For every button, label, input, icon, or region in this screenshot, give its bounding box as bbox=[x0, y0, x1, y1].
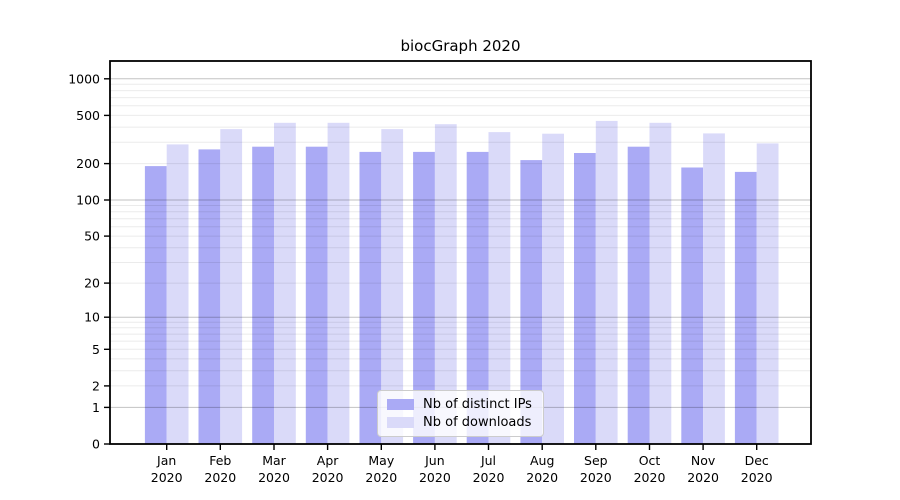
x-tick-label-month-feb: Feb bbox=[209, 453, 231, 468]
x-tick-label-month-oct: Oct bbox=[639, 453, 661, 468]
bar-nb-of-distinct-ips-apr bbox=[305, 146, 328, 444]
legend-label-downloads: Nb of downloads bbox=[423, 415, 532, 430]
y-tick-label-1: 1 bbox=[92, 400, 100, 415]
y-tick-label-0: 0 bbox=[92, 437, 100, 452]
bar-nb-of-distinct-ips-aug bbox=[520, 160, 543, 444]
bar-nb-of-distinct-ips-nov bbox=[681, 167, 704, 444]
bar-nb-of-downloads-feb bbox=[220, 129, 243, 444]
x-tick-label-month-jan: Jan bbox=[156, 453, 176, 468]
bar-nb-of-downloads-nov bbox=[703, 133, 725, 444]
bar-nb-of-distinct-ips-feb bbox=[198, 149, 221, 444]
x-tick-label-year-feb: 2020 bbox=[204, 470, 236, 485]
bar-nb-of-downloads-apr bbox=[327, 122, 350, 445]
bar-nb-of-downloads-may bbox=[381, 129, 404, 444]
y-tick-label-50: 50 bbox=[84, 229, 100, 244]
x-tick-label-month-jun: Jun bbox=[424, 453, 445, 468]
bar-nb-of-downloads-mar bbox=[274, 122, 296, 445]
y-tick-label-200: 200 bbox=[76, 156, 100, 171]
x-tick-label-year-aug: 2020 bbox=[526, 470, 558, 485]
bar-nb-of-distinct-ips-jun bbox=[413, 151, 435, 444]
legend-swatch-distinct-ips bbox=[387, 399, 414, 410]
y-tick-label-1000: 1000 bbox=[68, 71, 100, 86]
x-tick-label-year-jan: 2020 bbox=[151, 470, 183, 485]
bar-nb-of-distinct-ips-may bbox=[359, 151, 382, 444]
bar-nb-of-downloads-aug bbox=[542, 133, 564, 444]
y-tick-label-5: 5 bbox=[92, 342, 100, 357]
bar-nb-of-downloads-dec bbox=[756, 143, 779, 444]
x-tick-label-year-nov: 2020 bbox=[687, 470, 719, 485]
plot-frame bbox=[109, 60, 812, 445]
x-tick-label-year-jun: 2020 bbox=[419, 470, 451, 485]
x-tick-label-month-dec: Dec bbox=[745, 453, 769, 468]
x-tick-label-month-apr: Apr bbox=[317, 453, 339, 468]
x-tick-label-year-apr: 2020 bbox=[312, 470, 344, 485]
x-tick-label-month-sep: Sep bbox=[584, 453, 608, 468]
x-tick-label-year-jul: 2020 bbox=[473, 470, 505, 485]
bar-nb-of-distinct-ips-jul bbox=[466, 151, 489, 444]
bar-nb-of-distinct-ips-dec bbox=[734, 171, 757, 444]
bar-nb-of-distinct-ips-sep bbox=[574, 153, 596, 444]
bar-nb-of-downloads-jan bbox=[166, 144, 189, 444]
x-tick-label-month-mar: Mar bbox=[262, 453, 286, 468]
x-tick-label-month-jul: Jul bbox=[480, 453, 496, 468]
legend-swatch-downloads bbox=[387, 417, 414, 428]
x-tick-label-year-mar: 2020 bbox=[258, 470, 290, 485]
y-tick-label-20: 20 bbox=[84, 276, 100, 291]
bar-nb-of-downloads-jun bbox=[434, 124, 457, 444]
x-tick-label-year-sep: 2020 bbox=[580, 470, 612, 485]
x-tick-label-year-may: 2020 bbox=[365, 470, 397, 485]
y-tick-label-100: 100 bbox=[76, 193, 100, 208]
bar-nb-of-downloads-oct bbox=[649, 122, 672, 445]
legend-item-distinct-ips: Nb of distinct IPs bbox=[387, 397, 532, 412]
legend-label-distinct-ips: Nb of distinct IPs bbox=[423, 397, 532, 412]
x-tick-label-month-may: May bbox=[368, 453, 394, 468]
x-tick-label-year-dec: 2020 bbox=[741, 470, 773, 485]
y-tick-label-2: 2 bbox=[92, 378, 100, 393]
x-tick-label-month-aug: Aug bbox=[530, 453, 554, 468]
x-tick-label-year-oct: 2020 bbox=[634, 470, 666, 485]
bar-nb-of-distinct-ips-jan bbox=[144, 166, 167, 444]
bar-nb-of-downloads-sep bbox=[595, 120, 618, 445]
legend: Nb of distinct IPs Nb of downloads bbox=[377, 390, 544, 437]
chart-title: biocGraph 2020 bbox=[400, 37, 521, 55]
bar-nb-of-distinct-ips-mar bbox=[252, 146, 274, 444]
y-tick-label-500: 500 bbox=[76, 108, 100, 123]
bar-nb-of-downloads-jul bbox=[488, 132, 511, 444]
y-tick-label-10: 10 bbox=[84, 310, 100, 325]
legend-item-downloads: Nb of downloads bbox=[387, 415, 532, 430]
x-tick-label-month-nov: Nov bbox=[691, 453, 716, 468]
bar-nb-of-distinct-ips-oct bbox=[627, 146, 650, 444]
